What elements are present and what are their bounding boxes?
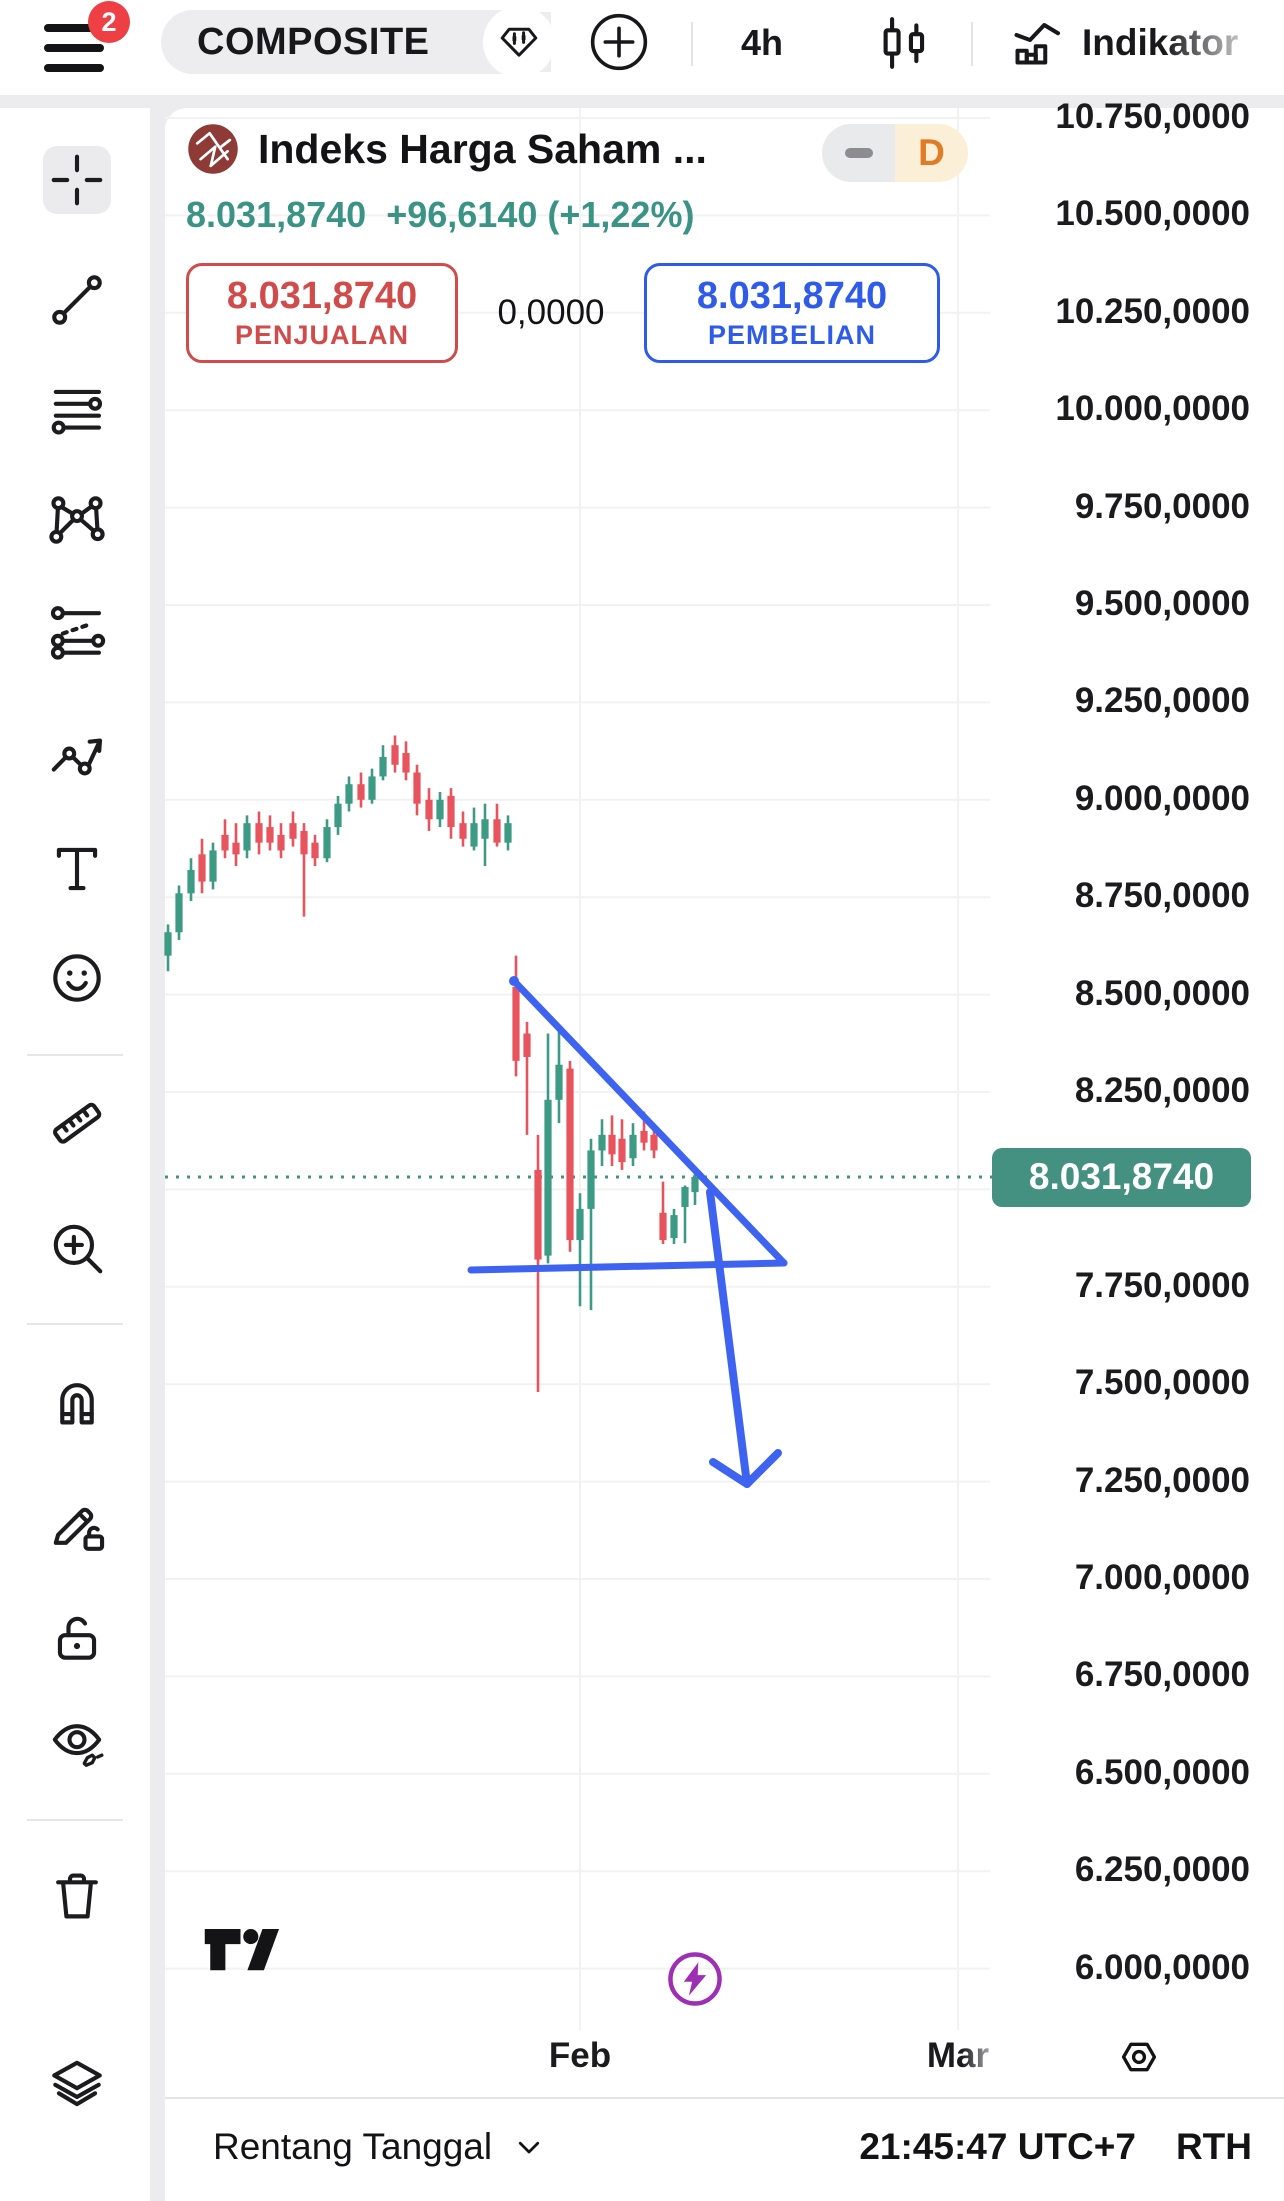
quick-settings-icon[interactable] xyxy=(1114,2032,1164,2082)
tool-trash-icon[interactable] xyxy=(43,1863,111,1931)
price-axis-label: 8.500,0000 xyxy=(1074,973,1250,1013)
toolbar-separator xyxy=(691,22,693,66)
price-axis-label: 6.250,0000 xyxy=(1074,1850,1250,1890)
sidebar-divider xyxy=(27,1819,123,1821)
chart-style-icon[interactable] xyxy=(874,12,936,74)
symbol-name: COMPOSITE xyxy=(197,21,430,63)
tool-hide-drawings-icon[interactable] xyxy=(43,1708,111,1776)
last-price: 8.031,8740 xyxy=(186,194,367,235)
indicators-label: Indikator xyxy=(1082,22,1239,63)
tool-drawing-lock-icon[interactable] xyxy=(43,1490,111,1558)
toolbar-separator xyxy=(971,22,973,66)
time-axis-label: Feb xyxy=(548,2036,612,2075)
current-price-tag: 8.031,8740 xyxy=(992,1147,1251,1207)
flash-lightning-icon[interactable] xyxy=(666,1950,724,2008)
top-toolbar: 2 COMPOSITE 4h xyxy=(0,0,1284,95)
premium-diamond-icon[interactable] xyxy=(483,6,555,78)
menu-button[interactable] xyxy=(44,18,108,76)
tool-polyline-arrow-icon[interactable] xyxy=(43,719,111,787)
price-axis-label: 10.750,0000 xyxy=(1055,97,1250,136)
session-toggle[interactable]: RTH xyxy=(1175,2126,1252,2167)
indicators-icon xyxy=(1006,11,1066,76)
tradingview-logo xyxy=(202,1922,290,1985)
price-change: +96,6140 (+1,22%) xyxy=(386,194,695,235)
buy-price: 8.031,8740 xyxy=(696,275,888,317)
buy-button[interactable]: 8.031,8740 PEMBELIAN xyxy=(644,263,940,363)
chevron-down-icon xyxy=(518,2141,540,2154)
price-axis-label: 8.750,0000 xyxy=(1074,876,1250,916)
price-axis-label: 10.250,0000 xyxy=(1055,291,1250,331)
date-range-label: Rentang Tanggal xyxy=(213,2126,493,2167)
horizontal-separator xyxy=(0,95,1284,108)
sidebar-divider xyxy=(27,1054,123,1056)
spread-value: 0,0000 xyxy=(497,293,605,332)
tool-text-tool-icon[interactable] xyxy=(43,835,111,903)
tool-crosshair-icon[interactable] xyxy=(43,146,111,214)
sell-label: PENJUALAN xyxy=(234,320,410,350)
buy-label: PEMBELIAN xyxy=(707,320,876,350)
collapse-dash-icon[interactable] xyxy=(822,124,895,182)
tool-zoom-in-icon[interactable] xyxy=(43,1214,111,1282)
vertical-separator xyxy=(150,95,165,2201)
add-button[interactable] xyxy=(588,11,650,73)
tool-parallel-channel-icon[interactable] xyxy=(43,598,111,666)
price-axis-label: 10.500,0000 xyxy=(1055,194,1250,234)
price-axis-label: 10.000,0000 xyxy=(1055,389,1250,429)
symbol-title[interactable]: Indeks Harga Saham ... xyxy=(258,125,707,172)
indicators-button[interactable]: Indikator xyxy=(1006,12,1238,74)
price-axis-label: 9.750,0000 xyxy=(1074,486,1250,526)
symbol-logo xyxy=(188,124,238,174)
price-axis-label: 7.750,0000 xyxy=(1074,1265,1250,1305)
price-axis-label: 7.250,0000 xyxy=(1074,1460,1250,1500)
trade-panel: 8.031,8740 PENJUALAN 0,0000 8.031,8740 P… xyxy=(186,263,940,363)
notification-badge: 2 xyxy=(88,1,130,43)
tool-unlock-icon[interactable] xyxy=(43,1604,111,1672)
price-change-row: 8.031,8740 +96,6140 (+1,22%) xyxy=(186,194,707,236)
bottom-bar-right: 21:45:47 UTC+7 RTH xyxy=(859,2126,1252,2168)
tool-horizontal-lines-icon[interactable] xyxy=(43,376,111,444)
tool-layers-icon[interactable] xyxy=(43,2050,111,2118)
price-axis-label: 6.500,0000 xyxy=(1074,1752,1250,1792)
price-axis-label: 9.500,0000 xyxy=(1074,584,1250,623)
clock[interactable]: 21:45:47 UTC+7 xyxy=(859,2126,1136,2167)
bottom-bar-divider xyxy=(165,2097,1284,2099)
sidebar-divider xyxy=(27,1323,123,1325)
price-axis-label: 9.000,0000 xyxy=(1074,778,1250,818)
sell-button[interactable]: 8.031,8740 PENJUALAN xyxy=(186,263,458,363)
sell-price: 8.031,8740 xyxy=(226,275,418,317)
tool-emoji-icon[interactable] xyxy=(43,944,111,1012)
tool-ruler-icon[interactable] xyxy=(43,1089,111,1157)
price-axis-label: 6.750,0000 xyxy=(1074,1655,1250,1695)
chart-legend: Indeks Harga Saham ... D 8.031,8740 +96,… xyxy=(186,122,968,236)
tool-magnet-icon[interactable] xyxy=(43,1369,111,1437)
time-axis-fade xyxy=(962,2030,1022,2090)
symbol-switcher[interactable]: COMPOSITE xyxy=(161,6,555,78)
price-axis-label: 6.000,0000 xyxy=(1074,1947,1250,1987)
tool-trend-line-icon[interactable] xyxy=(43,266,111,334)
date-range-button[interactable]: Rentang Tanggal xyxy=(213,2126,544,2168)
price-axis-label: 9.250,0000 xyxy=(1074,681,1250,721)
price-axis-label: 7.500,0000 xyxy=(1074,1363,1250,1403)
interval-letter[interactable]: D xyxy=(895,124,968,182)
price-axis-label: 7.000,0000 xyxy=(1074,1558,1250,1597)
interval-badge[interactable]: D xyxy=(822,124,968,182)
timeframe-button[interactable]: 4h xyxy=(740,22,783,63)
price-axis-label: 8.250,0000 xyxy=(1074,1071,1250,1110)
tool-xabcd-pattern-icon[interactable] xyxy=(43,486,111,554)
